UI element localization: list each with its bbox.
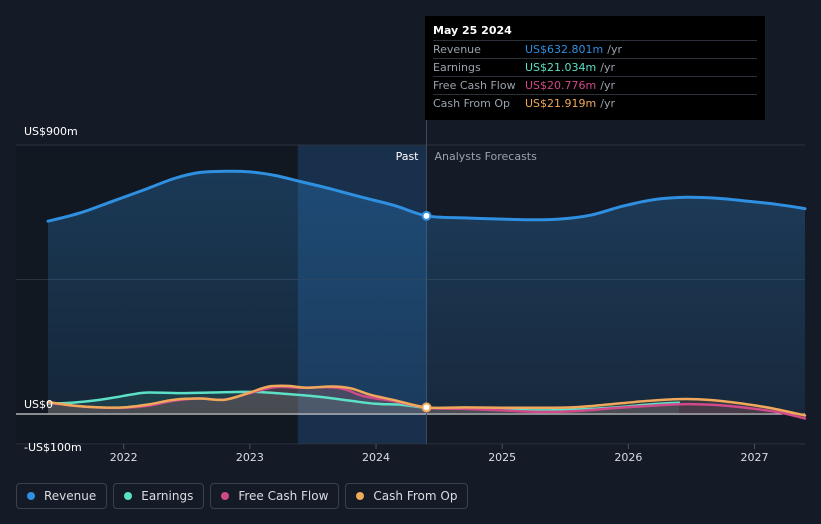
line-revenue — [46, 169, 807, 223]
legend-item-free-cash-flow[interactable]: Free Cash Flow — [210, 483, 340, 509]
legend-dot-icon — [356, 492, 365, 500]
x-tick-label: 2027 — [741, 451, 769, 464]
forecast-label: Analysts Forecasts — [435, 150, 538, 163]
legend-item-earnings[interactable]: Earnings — [113, 483, 205, 509]
x-tick-label: 2026 — [614, 451, 642, 464]
tooltip-unit: /yr — [600, 79, 615, 92]
line-cash-from-op — [46, 384, 807, 417]
legend-dot-icon — [27, 492, 35, 500]
tooltip-value: US$20.776m — [525, 79, 597, 92]
tooltip-row-earnings: Earnings US$21.034m /yr — [433, 58, 757, 76]
legend-label: Free Cash Flow — [238, 489, 329, 503]
tooltip-value: US$21.034m — [525, 61, 597, 74]
tooltip: May 25 2024 Revenue US$632.801m /yr Earn… — [425, 16, 765, 120]
legend-dot-icon — [221, 492, 230, 500]
tooltip-name: Cash From Op — [433, 97, 511, 110]
tooltip-name: Free Cash Flow — [433, 79, 516, 92]
marker-point — [421, 210, 432, 221]
tooltip-date: May 25 2024 — [433, 24, 512, 37]
past-label: Past — [396, 150, 420, 163]
tooltip-name: Revenue — [433, 43, 481, 56]
legend-label: Earnings — [141, 489, 194, 503]
tooltip-name: Earnings — [433, 61, 481, 74]
tooltip-unit: /yr — [600, 61, 615, 74]
tooltip-value: US$21.919m — [525, 97, 597, 110]
x-tick-label: 2025 — [488, 451, 516, 464]
area-revenue — [48, 171, 805, 414]
x-tick-label: 2023 — [236, 451, 264, 464]
tooltip-value: US$632.801m — [525, 43, 604, 56]
legend-label: Cash From Op — [373, 489, 458, 503]
tooltip-row-revenue: Revenue US$632.801m /yr — [433, 40, 757, 58]
tooltip-unit: /yr — [607, 43, 622, 56]
line-earnings — [46, 390, 681, 412]
tooltip-row-free-cash-flow: Free Cash Flow US$20.776m /yr — [433, 76, 757, 94]
chart: US$900m US$0 -US$100m 2022 2023 2024 2025 2026 2… — [16, 120, 807, 464]
x-tick-label: 2022 — [110, 451, 138, 464]
legend-dot-icon — [124, 492, 133, 500]
legend-label: Revenue — [44, 489, 97, 503]
y-axis-label: -US$100m — [24, 441, 82, 454]
area-free-cash-flow — [48, 386, 805, 419]
tooltip-row-cash-from-op: Cash From Op US$21.919m /yr — [433, 94, 757, 112]
legend-item-revenue[interactable]: Revenue — [16, 483, 108, 509]
legend: Revenue Earnings Free Cash Flow Cash Fro… — [16, 483, 469, 509]
x-tick-label: 2024 — [362, 451, 390, 464]
y-axis-label: US$900m — [24, 125, 78, 138]
legend-item-cash-from-op[interactable]: Cash From Op — [345, 483, 469, 509]
marker-point — [421, 402, 432, 413]
tooltip-unit: /yr — [600, 97, 615, 110]
y-axis-label: US$0 — [24, 398, 53, 411]
